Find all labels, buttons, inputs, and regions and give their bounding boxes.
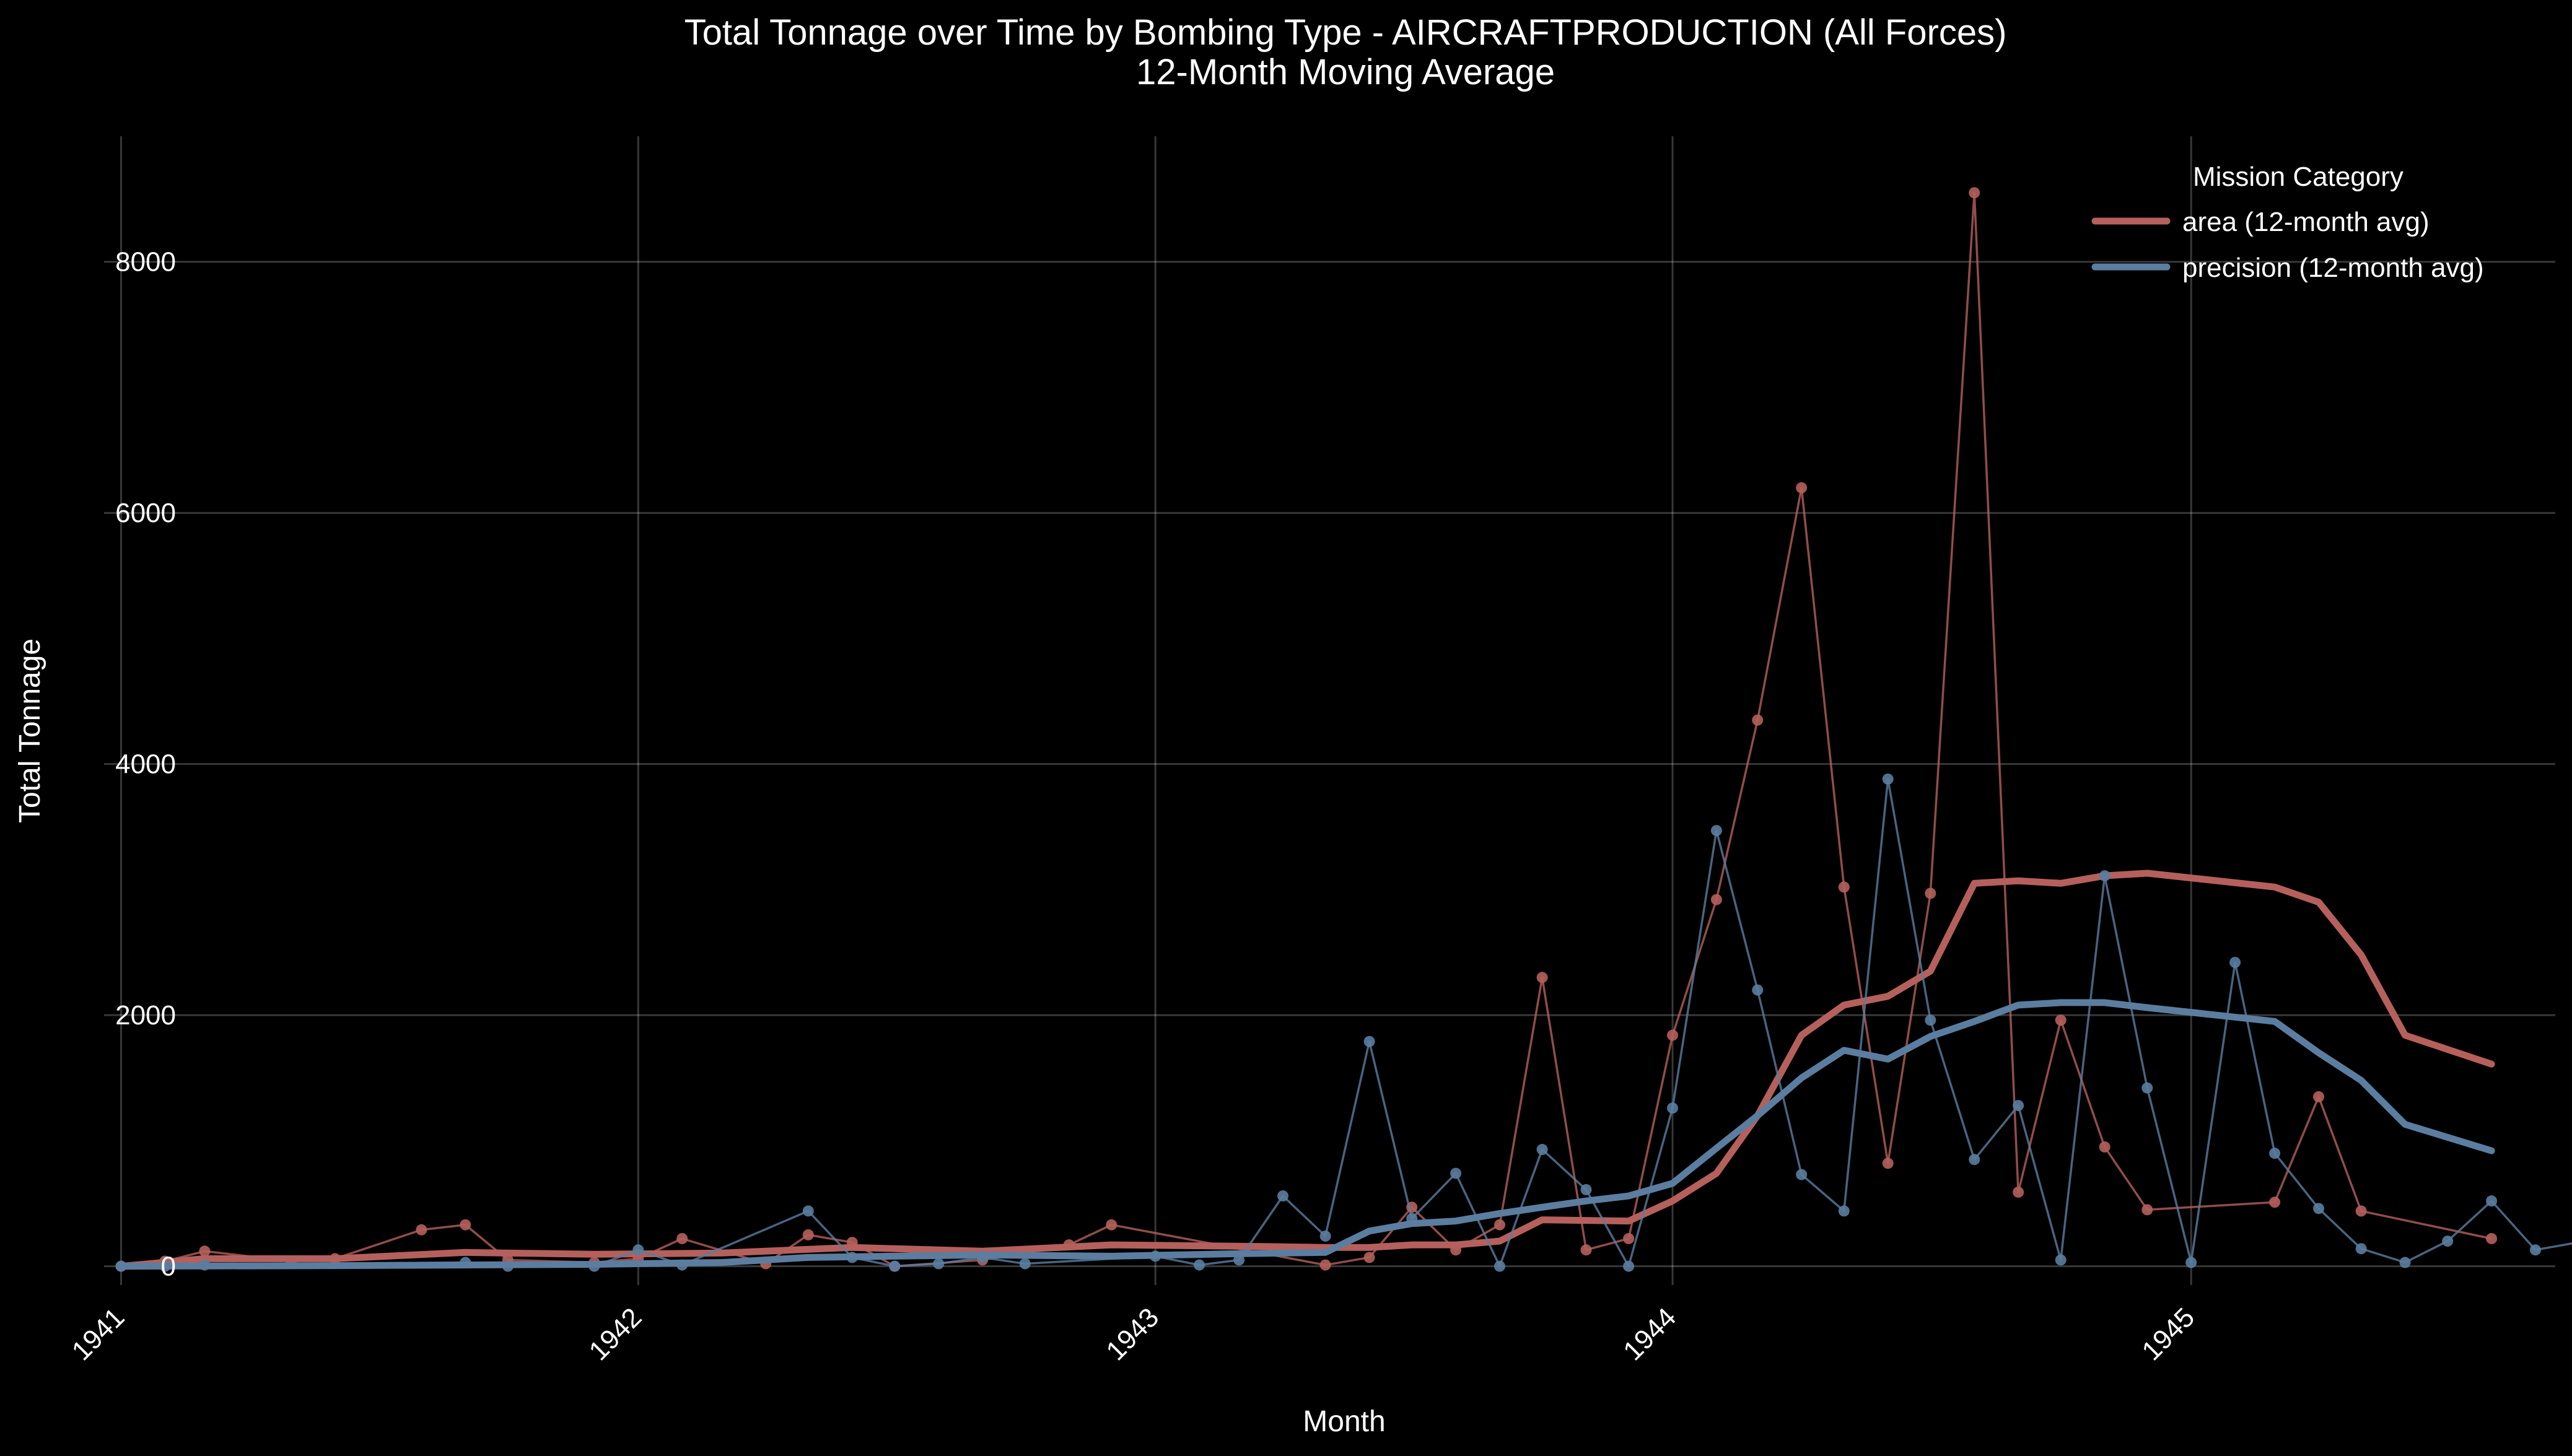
series-area-avg-line	[117, 870, 2495, 1270]
series-precision-point	[2229, 956, 2241, 968]
series-area	[115, 187, 2498, 1272]
series-area-point	[1838, 881, 1850, 893]
series-precision-avg-line	[117, 999, 2495, 1270]
series-precision-point	[1233, 1254, 1245, 1266]
series-precision-point	[2099, 870, 2111, 882]
series-precision-point	[2355, 1243, 2367, 1255]
y-axis-label: Total Tonnage	[14, 639, 46, 823]
x-tick-label: 1945	[2136, 1302, 2200, 1366]
series-precision-point	[2055, 1254, 2067, 1266]
series-precision-raw-line	[121, 778, 2572, 1268]
legend: Mission Category area (12-month avg) pre…	[2091, 162, 2484, 283]
series-area-point	[1710, 894, 1722, 905]
x-tick-label: 1944	[1617, 1302, 1682, 1366]
x-axis-label: Month	[1303, 1405, 1385, 1438]
series-area-point	[676, 1232, 688, 1244]
series-precision-point	[1536, 1144, 1548, 1156]
series-precision-point	[1494, 1260, 1505, 1272]
series-precision-point	[889, 1260, 901, 1272]
series-area-point	[2055, 1014, 2067, 1026]
series-precision-point	[1019, 1258, 1031, 1270]
x-tick-label: 1943	[1100, 1302, 1165, 1366]
series-precision-point	[1882, 773, 1894, 785]
chart-subtitle: 12-Month Moving Average	[1136, 52, 1555, 92]
grid-layer	[104, 136, 2555, 1285]
series-area-point	[1623, 1232, 1635, 1244]
series-area-raw-line	[121, 191, 2492, 1268]
series-precision-point	[2399, 1257, 2411, 1268]
series-precision-point	[1277, 1190, 1289, 1202]
chart-title: Total Tonnage over Time by Bombing Type …	[685, 12, 2007, 53]
series-precision-point	[2269, 1148, 2281, 1159]
tick-layer: 0 2000 4000 6000 8000 1941 1942 1943 1944 1945	[66, 247, 2201, 1367]
series-precision-point	[1710, 825, 1722, 837]
series-area-point	[1494, 1219, 1505, 1231]
series-precision-point	[1925, 1014, 1936, 1026]
x-tick-label: 1942	[584, 1302, 648, 1366]
series-precision-point	[2013, 1100, 2024, 1112]
series-precision-point	[1363, 1035, 1375, 1047]
series-precision-point	[1194, 1259, 1205, 1271]
series-area-point	[1363, 1252, 1375, 1263]
series-precision-point	[1752, 984, 1764, 996]
series-area-point	[1667, 1029, 1679, 1041]
series-area-point	[1752, 714, 1764, 726]
series-area-point	[1319, 1259, 1331, 1271]
series-area-point	[1536, 972, 1548, 983]
series-area-point	[2269, 1197, 2281, 1208]
series-precision-point	[1580, 1184, 1592, 1195]
series-precision-point	[1969, 1154, 1980, 1166]
x-tick-label: 1941	[66, 1302, 131, 1366]
series-precision-point	[2185, 1257, 2197, 1268]
y-tick-label: 0	[161, 1252, 176, 1282]
series-precision-point	[2141, 1082, 2153, 1094]
legend-label-precision: precision (12-month avg)	[2182, 253, 2484, 283]
y-tick-label: 4000	[115, 749, 176, 780]
series-area-point	[1925, 887, 1936, 899]
series-precision-point	[1319, 1230, 1331, 1242]
series-precision	[115, 773, 2572, 1272]
series-precision-point	[1450, 1167, 1462, 1179]
series-precision-point	[1667, 1102, 1679, 1114]
series-precision-point	[2529, 1244, 2541, 1256]
series-area-point	[460, 1219, 471, 1231]
series-precision-point	[2486, 1195, 2498, 1207]
series-area-point	[802, 1229, 814, 1240]
series-precision-point	[933, 1258, 945, 1270]
series-area-point	[199, 1245, 211, 1257]
series-precision-point	[1623, 1260, 1635, 1272]
y-tick-label: 6000	[115, 498, 176, 528]
series-layer	[115, 187, 2572, 1272]
series-area-point	[2013, 1186, 2024, 1198]
series-area-point	[416, 1224, 427, 1236]
series-area-point	[1106, 1219, 1118, 1231]
series-area-point	[1882, 1157, 1894, 1169]
legend-title: Mission Category	[2193, 162, 2404, 192]
series-area-point	[2313, 1091, 2325, 1102]
y-tick-label: 2000	[115, 1000, 176, 1031]
series-area-point	[2141, 1204, 2153, 1216]
series-area-point	[1796, 482, 1808, 494]
series-area-point	[2486, 1232, 2498, 1244]
series-area-point	[1580, 1244, 1592, 1256]
series-precision-point	[2442, 1236, 2454, 1247]
legend-label-area: area (12-month avg)	[2182, 207, 2430, 237]
series-precision-point	[632, 1244, 644, 1256]
series-precision-point	[802, 1205, 814, 1217]
series-area-point	[1969, 187, 1980, 199]
series-area-point	[2355, 1205, 2367, 1217]
y-tick-label: 8000	[115, 247, 176, 277]
series-precision-point	[1796, 1169, 1808, 1180]
series-precision-point	[2313, 1203, 2325, 1214]
series-area-point	[2099, 1141, 2111, 1153]
series-precision-point	[1838, 1205, 1850, 1217]
